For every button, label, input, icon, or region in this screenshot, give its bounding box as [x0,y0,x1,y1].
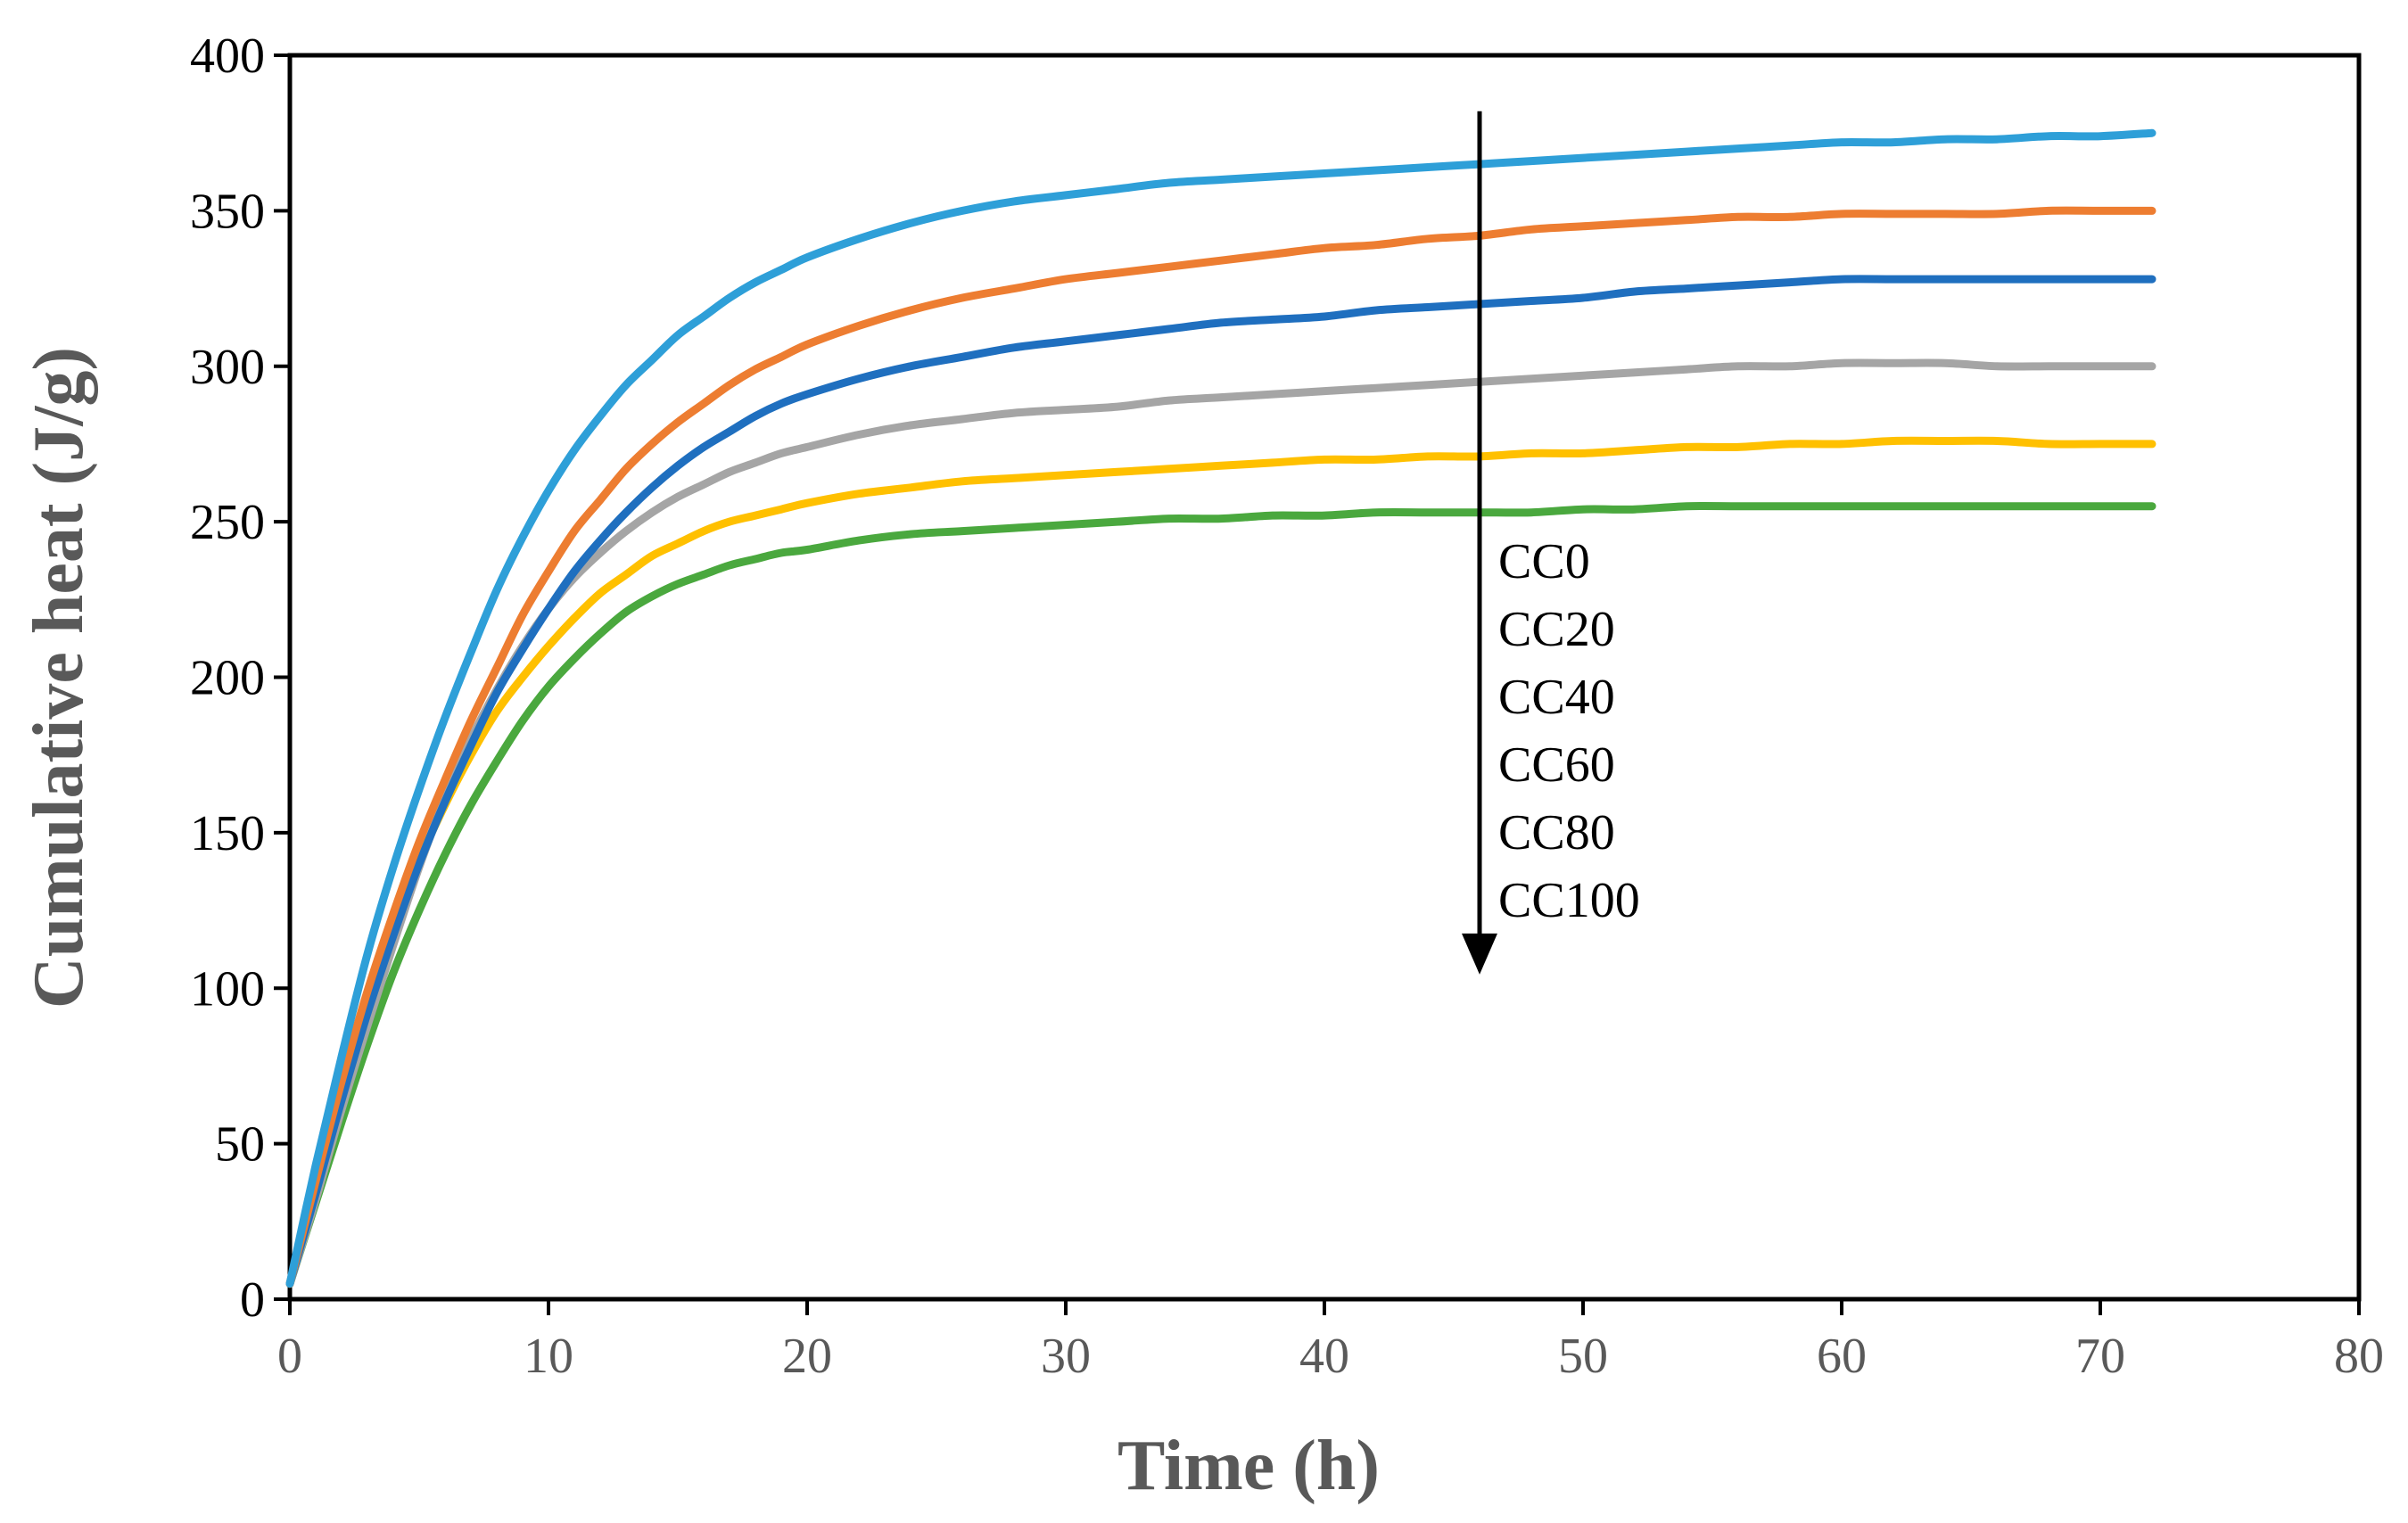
x-tick-label: 40 [1299,1329,1349,1384]
annotation-label: CC60 [1498,737,1615,793]
x-tick-label: 0 [277,1329,302,1384]
y-tick-label: 300 [190,340,265,395]
annotation-label: CC80 [1498,805,1615,860]
annotation-arrow-head [1462,933,1497,975]
annotation-label: CC20 [1498,602,1615,657]
annotation-label: CC0 [1498,534,1590,589]
series-line-3 [285,275,2156,1288]
x-tick-label: 10 [524,1329,573,1384]
series-layer [285,128,2156,1288]
x-tick-label: 50 [1558,1329,1608,1384]
y-tick-label: 400 [190,29,265,84]
y-tick-label: 50 [215,1117,265,1173]
series-line-4 [285,358,2156,1288]
y-axis-title: Cumulative heat (J/g) [20,347,98,1008]
x-axis-ticks: 0 10 20 30 40 50 60 70 80 [277,1299,2384,1384]
x-axis-title: Time (h) [1117,1427,1380,1505]
y-tick-label: 150 [190,806,265,861]
series-line-1 [285,128,2156,1288]
x-tick-label: 70 [2075,1329,2125,1384]
x-tick-label: 30 [1041,1329,1091,1384]
annotation: CC0 CC20 CC40 CC60 CC80 CC100 [1462,111,1640,975]
y-tick-label: 200 [190,651,265,706]
y-tick-label: 100 [190,961,265,1017]
y-axis-ticks: 0 50 100 150 200 250 300 350 400 [190,29,290,1328]
x-tick-label: 20 [782,1329,832,1384]
annotation-label: CC100 [1498,873,1640,928]
y-tick-label: 350 [190,184,265,239]
series-line-5 [285,436,2156,1288]
y-tick-label: 0 [240,1272,265,1328]
x-tick-label: 80 [2334,1329,2384,1384]
series-line-6 [285,501,2156,1288]
x-tick-label: 60 [1817,1329,1867,1384]
annotation-label: CC40 [1498,670,1615,725]
series-line-2 [285,206,2156,1288]
plot-area-frame [287,53,2362,1302]
y-tick-label: 250 [190,495,265,550]
